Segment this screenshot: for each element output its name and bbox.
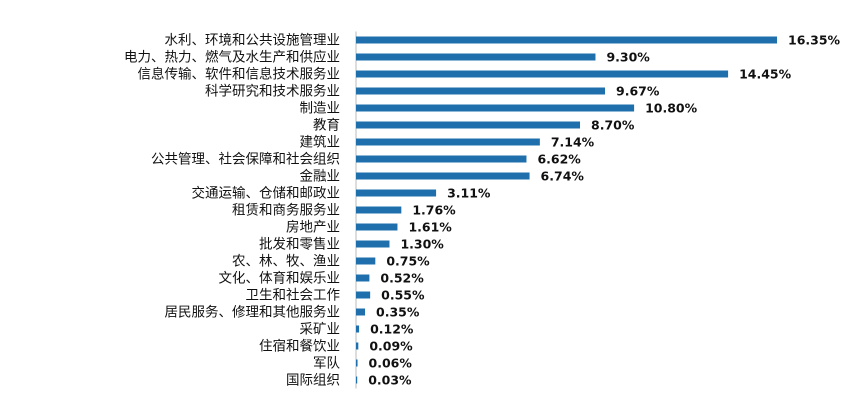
bar	[356, 257, 376, 265]
bar	[356, 138, 540, 146]
bar	[356, 155, 527, 163]
bar	[356, 240, 390, 248]
bar	[356, 206, 402, 214]
value-label: 0.12%	[370, 322, 414, 337]
bar	[356, 87, 606, 95]
value-label: 0.52%	[380, 271, 424, 286]
bar	[356, 291, 371, 299]
category-label: 制造业	[300, 101, 341, 117]
value-label: 1.30%	[400, 237, 444, 252]
value-label: 6.62%	[537, 152, 581, 167]
category-label: 建筑业	[300, 135, 341, 151]
category-label: 公共管理、社会保障和社会组织	[151, 152, 340, 168]
category-label: 采矿业	[300, 322, 341, 338]
bars-group: 水利、环境和公共设施管理业 16.35% 电力、热力、燃气及水生产和供应业 9.30%…	[124, 33, 841, 389]
category-label: 电力、热力、燃气及水生产和供应业	[124, 49, 340, 66]
bar	[356, 376, 358, 384]
category-label: 国际组织	[286, 373, 340, 389]
category-label: 水利、环境和公共设施管理业	[165, 33, 341, 49]
category-label: 交通运输、仓储和邮政业	[192, 185, 341, 202]
value-label: 9.30%	[606, 50, 650, 65]
value-label: 0.75%	[386, 254, 430, 269]
bar	[356, 121, 581, 129]
value-label: 16.35%	[788, 33, 841, 48]
category-label: 文化、体育和娱乐业	[219, 271, 341, 287]
bar	[356, 104, 635, 112]
category-label: 居民服务、修理和其他服务业	[165, 305, 341, 321]
value-label: 9.67%	[616, 84, 660, 99]
bar	[356, 189, 437, 197]
value-label: 10.80%	[645, 101, 698, 116]
category-label: 房地产业	[286, 220, 340, 236]
value-label: 0.55%	[381, 288, 425, 303]
bar	[356, 53, 596, 61]
category-label: 军队	[313, 356, 340, 372]
value-label: 3.11%	[447, 186, 491, 201]
category-label: 金融业	[300, 169, 341, 185]
bar	[356, 274, 370, 282]
value-label: 1.76%	[412, 203, 456, 218]
category-label: 租赁和商务服务业	[232, 203, 340, 219]
bar	[356, 308, 366, 316]
category-label: 住宿和餐饮业	[259, 338, 340, 355]
category-label: 批发和零售业	[259, 237, 340, 253]
category-label: 教育	[313, 118, 340, 134]
value-label: 0.09%	[369, 339, 413, 354]
bar	[356, 36, 778, 44]
value-label: 0.06%	[369, 356, 413, 371]
value-label: 0.35%	[376, 305, 420, 320]
value-label: 14.45%	[739, 67, 792, 82]
category-label: 科学研究和技术服务业	[205, 84, 340, 100]
value-label: 6.74%	[541, 169, 585, 184]
bar	[356, 342, 359, 350]
value-label: 7.14%	[551, 135, 595, 150]
category-label: 农、林、牧、渔业	[232, 254, 340, 270]
bar	[356, 172, 530, 180]
value-label: 1.61%	[408, 220, 452, 235]
category-label: 信息传输、软件和信息技术服务业	[138, 66, 341, 83]
bar	[356, 70, 729, 78]
bar	[356, 359, 358, 367]
bar	[356, 325, 360, 333]
value-label: 8.70%	[591, 118, 635, 133]
bar	[356, 223, 398, 231]
category-label: 卫生和社会工作	[246, 288, 341, 304]
value-label: 0.03%	[368, 373, 412, 388]
